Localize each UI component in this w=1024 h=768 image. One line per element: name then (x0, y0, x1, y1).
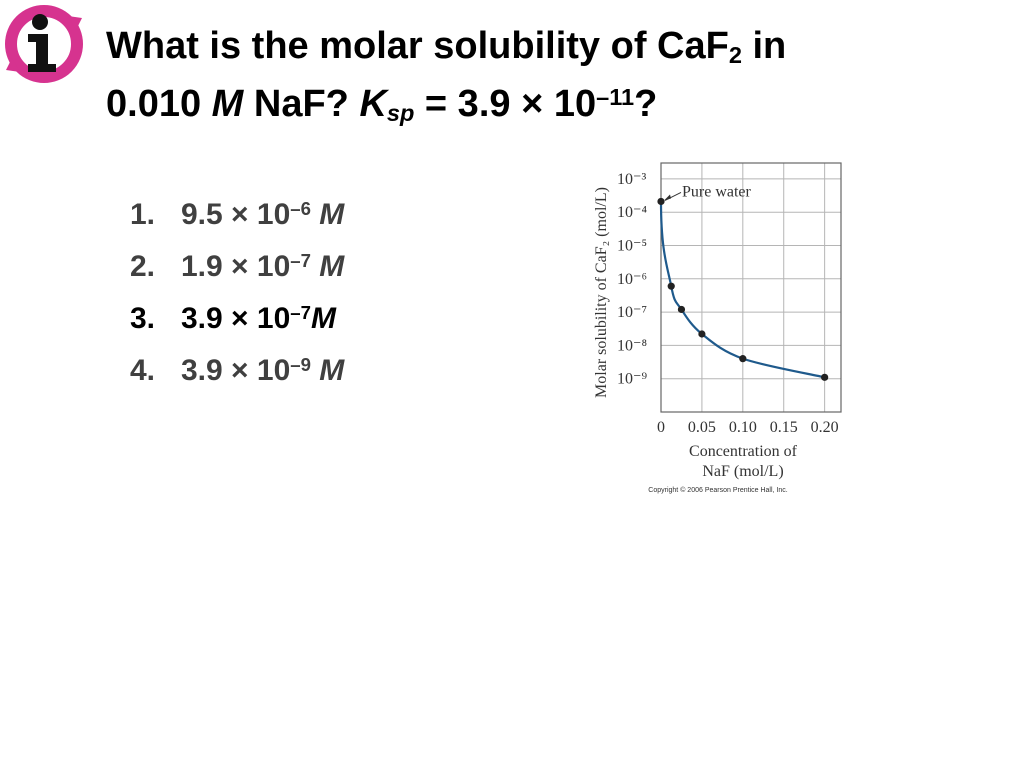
data-point (821, 373, 829, 381)
answer-text: 9.5 × 10–6 M (181, 198, 345, 231)
y-tick-label: 10⁻³ (617, 171, 646, 188)
text-run: 0.010 (106, 83, 212, 125)
answer-number: 4. (130, 354, 155, 387)
text-run: ? (634, 83, 657, 125)
x-tick-label: 0 (657, 419, 665, 436)
y-tick-label: 10⁻⁸ (617, 337, 647, 354)
title-line: 0.010 M NaF? Ksp = 3.9 × 10–11? (106, 83, 657, 126)
y-axis-label: Molar solubility of CaF₂ (mol/L) (593, 187, 610, 398)
y-tick-label: 10⁻⁵ (617, 237, 647, 254)
text-run: K (359, 83, 389, 125)
data-point (677, 305, 686, 314)
text-run: –6 (290, 198, 311, 219)
answer-list: 1. 9.5 × 10–6 M2. 1.9 × 10–7 M3. 3.9 × 10–7… (130, 198, 345, 387)
x-tick-label: 0.05 (688, 419, 716, 436)
x-axis-label: NaF (mol/L) (702, 463, 783, 480)
annotation: Pure water (682, 183, 752, 200)
text-run: M (311, 250, 345, 283)
x-axis-label: Concentration of (689, 443, 798, 460)
chart: 10⁻³ 10⁻⁴ 10⁻⁵ 10⁻⁶ 10⁻⁷ 10⁻⁸ 10⁻⁹ 0 0.05 0.10 0.1… (593, 162, 842, 494)
text-run: –7 (290, 250, 311, 271)
text-run: M (311, 302, 337, 335)
text-run: 1.9 × 10 (181, 250, 290, 283)
x-tick-label: 0.15 (770, 419, 798, 436)
text-run: 3.9 × 10 (181, 302, 290, 335)
text-run: –9 (290, 354, 311, 375)
text-run: 9.5 × 10 (181, 198, 290, 231)
y-tick-label: 10⁻⁶ (617, 271, 647, 288)
text-run: 3.9 × 10 (181, 354, 290, 387)
y-tick-label: 10⁻⁷ (617, 304, 647, 321)
answer-number: 2. (130, 250, 155, 283)
plot-frame (660, 162, 842, 413)
text-run: in (742, 25, 786, 67)
logo-i (28, 34, 56, 72)
logo-dot (32, 14, 48, 30)
data-point (739, 355, 747, 363)
text-run: = 3.9 × 10 (414, 83, 596, 125)
x-tick-label: 0.10 (729, 419, 757, 436)
logo (5, 5, 83, 83)
data-point (657, 197, 665, 206)
curve (659, 201, 825, 379)
answer-text: 3.9 × 10–9 M (181, 354, 345, 387)
credit: Copyright © 2006 Pearson Prentice Hall, … (648, 486, 787, 494)
logo-ring (5, 5, 83, 83)
logo-arrow (6, 58, 20, 72)
text-run: M (311, 198, 345, 231)
y-tick-label: 10⁻⁴ (617, 204, 647, 221)
annotation-arrowhead (664, 194, 671, 201)
answer-text: 1.9 × 10–7 M (181, 250, 345, 283)
data-point (698, 330, 706, 338)
answer-number: 3. (130, 302, 155, 335)
title-line: What is the molar solubility of CaF2 in (106, 25, 786, 68)
text-run: 2 (729, 42, 742, 68)
text-run: What is the molar solubility of CaF (106, 25, 729, 67)
data-point (667, 282, 675, 290)
text-run: –11 (596, 84, 634, 110)
text-run: NaF? (243, 83, 359, 125)
logo-arrow (68, 16, 82, 30)
text-run: M (311, 354, 345, 387)
x-tick-label: 0.20 (811, 419, 839, 436)
text-run: M (212, 83, 245, 125)
title: What is the molar solubility of CaF2 in 0… (106, 25, 786, 126)
answer-text: 3.9 × 10–7M (181, 302, 337, 335)
text-run: –7 (290, 302, 311, 323)
y-tick-label: 10⁻⁹ (617, 371, 647, 388)
answer-number: 1. (130, 198, 155, 231)
text-run: sp (387, 100, 414, 126)
